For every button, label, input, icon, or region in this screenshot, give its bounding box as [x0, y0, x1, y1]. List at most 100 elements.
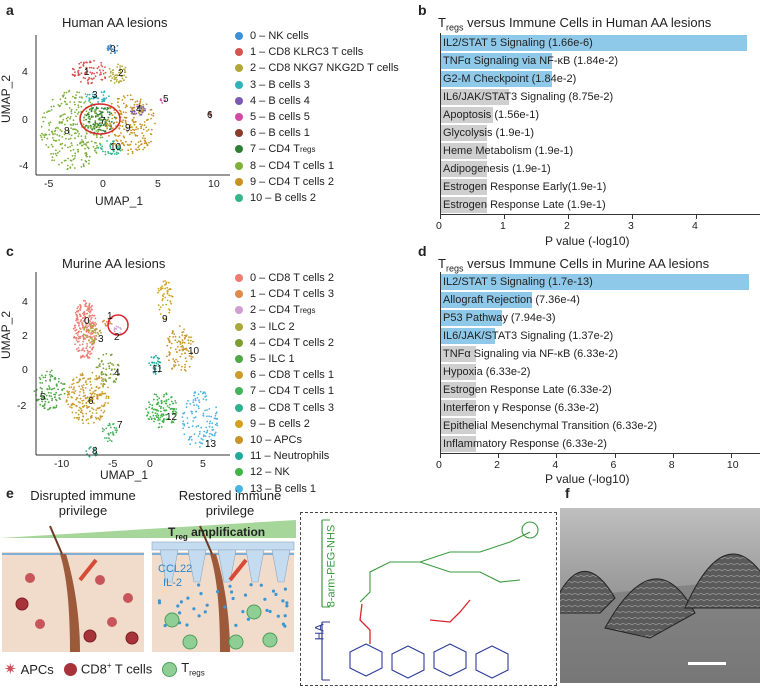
- bar-d-x-axis: [440, 453, 760, 454]
- a-legend-item-5: 5 – B cells 5: [235, 109, 399, 125]
- xtick-c-0: -10: [54, 458, 70, 470]
- umap-c-points: [33, 280, 219, 458]
- legend-swatch: [235, 403, 243, 412]
- a-legend-item-0: 0 – NK cells: [235, 28, 399, 44]
- b-bar-label: IL2/STAT 5 Signaling (1.66e-6): [443, 37, 593, 49]
- cluster-label: 4: [114, 368, 120, 379]
- panel-d-title: Tregs versus Immune Cells in Murine AA l…: [438, 256, 710, 274]
- panel-e-letter: e: [6, 485, 14, 501]
- cluster-label: 11: [152, 364, 163, 375]
- d-tick-mark: [556, 454, 558, 458]
- legend-label: 0 – NK cells: [250, 30, 309, 43]
- panel-c-title: Murine AA lesions: [62, 256, 166, 271]
- ytick-a-2: -4: [19, 160, 29, 172]
- b-bar: [441, 35, 747, 51]
- legend-swatch: [235, 48, 243, 57]
- d-bar-label: P53 Pathway (7.94e-3): [443, 312, 556, 324]
- legend-swatch: [235, 290, 243, 299]
- a-legend-item-2: 2 – CD8 NKG7 NKG2D T cells: [235, 60, 399, 76]
- legend-label: 13 – B cells 1: [250, 482, 317, 495]
- b-bar-row: IL6/JAK/STAT3 Signaling (8.75e-2): [441, 88, 761, 106]
- d-bar-row: TNFα Signaling via NF-κB (6.33e-2): [441, 345, 761, 363]
- b-tick-mark: [504, 215, 505, 219]
- cluster-label: 4: [136, 104, 142, 115]
- legend-e: ✷ APCs CD8+ T cells Tregs: [4, 660, 205, 678]
- microneedle-tip-3: [684, 553, 760, 609]
- treg-gradient-wedge: [0, 520, 296, 538]
- cluster-label: 3: [92, 90, 98, 101]
- d-tick-label: 0: [436, 459, 442, 471]
- legend-swatch: [235, 435, 243, 444]
- a-legend-item-6: 6 – B cells 1: [235, 125, 399, 141]
- c-legend-item-1: 1 – CD4 T cells 3: [235, 286, 334, 302]
- microneedle-schematic: [0, 520, 296, 652]
- b-bar-label: G2-M Checkpoint (1.84e-2): [443, 73, 577, 85]
- legend-swatch: [235, 96, 243, 105]
- legend-swatch: [235, 387, 243, 396]
- ccl22-label: CCL22: [158, 563, 193, 575]
- legend-swatch: [235, 452, 243, 461]
- cluster-label: 10: [110, 142, 122, 153]
- ytick-a-0: 4: [22, 66, 28, 78]
- cluster-label: 9: [162, 314, 168, 325]
- b-bar-label: Apoptosis (1.56e-1): [443, 109, 539, 121]
- legend-swatch: [235, 419, 243, 428]
- legend-swatch: [235, 355, 243, 364]
- scale-bar: [688, 662, 726, 665]
- cluster-label: 9: [125, 123, 131, 134]
- legend-label: 6 – B cells 1: [250, 127, 310, 140]
- b-bar-row: Estrogen Response Late (1.9e-1): [441, 196, 761, 214]
- b-bar-row: Apoptosis (1.56e-1): [441, 106, 761, 124]
- d-tick-label: 6: [610, 459, 617, 471]
- il2-label: IL-2: [163, 577, 182, 589]
- treg-amplification-label: Treg amplification: [168, 525, 266, 542]
- b-bar-row: IL2/STAT 5 Signaling (1.66e-6): [441, 34, 761, 52]
- d-bar-label: IL6/JAK/STAT3 Signaling (1.37e-2): [443, 330, 614, 342]
- b-bar-row: TNFα Signaling via NF-κB (1.84e-2): [441, 52, 761, 70]
- legend-label: 9 – CD4 T cells 2: [250, 175, 334, 188]
- ytick-c-1: 2: [22, 330, 28, 342]
- d-tick-mark: [498, 454, 500, 458]
- cluster-label: 10: [188, 346, 200, 357]
- cytokine-dots: [157, 583, 289, 628]
- treg-cluster-circle-murine: [107, 314, 129, 336]
- cluster-label: 7: [117, 420, 123, 431]
- legend-label: 4 – CD4 T cells 2: [250, 336, 334, 349]
- disrupted-label: Disrupted immune privilege: [30, 488, 136, 518]
- legend-tregs: Tregs: [181, 660, 205, 678]
- b-tick-mark: [568, 215, 569, 219]
- c-legend-item-12: 12 – NK: [235, 464, 334, 480]
- d-bar-row: Interferon γ Response (6.33e-2): [441, 399, 761, 417]
- d-tick-label: 10: [726, 459, 739, 471]
- legend-swatch: [235, 64, 243, 73]
- ylabel-c: UMAP_2: [0, 310, 14, 360]
- legend-swatch: [235, 145, 243, 154]
- legend-label: 2 – CD4 T: [250, 304, 300, 317]
- cluster-label: 5: [163, 94, 169, 105]
- legend-swatch: [235, 161, 243, 170]
- d-bar-label: Epithelial Mesenchymal Transition (6.33e…: [443, 420, 657, 432]
- panel-b-letter: b: [418, 2, 427, 18]
- cluster-label: 8: [64, 126, 70, 137]
- legend-swatch: [235, 193, 243, 202]
- c-legend-item-11: 11 – Neutrophils: [235, 448, 334, 464]
- c-legend-item-6: 6 – CD8 T cells 1: [235, 367, 334, 383]
- a-legend-item-9: 9 – CD4 T cells 2: [235, 174, 399, 190]
- b-tick-label: 1: [500, 220, 506, 232]
- ytick-c-3: -2: [17, 400, 27, 412]
- cluster-label: 2: [118, 68, 124, 79]
- cd8-icon: [63, 662, 77, 676]
- legend-label: 1 – CD4 T cells 3: [250, 288, 334, 301]
- legend-label: 4 – B cells 4: [250, 94, 310, 107]
- b-tick-label: 3: [628, 220, 634, 232]
- b-tick-label: 4: [692, 220, 698, 232]
- xtick-c-1: -5: [108, 458, 118, 470]
- legend-label: 7 – CD4 T cells 1: [250, 385, 334, 398]
- b-tick-mark: [440, 215, 441, 219]
- xtick-a-3: 10: [208, 178, 220, 190]
- cluster-label: 1: [84, 67, 90, 78]
- microneedle-tip-2: [604, 578, 696, 639]
- legend-swatch: [235, 484, 243, 493]
